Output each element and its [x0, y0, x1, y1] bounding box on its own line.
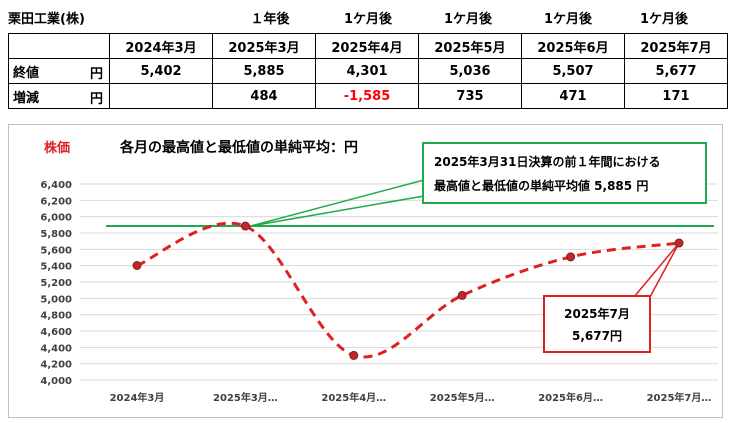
table-cell: 471 — [521, 83, 625, 109]
data-point — [349, 350, 359, 360]
y-axis-label: 株価 — [44, 140, 70, 156]
y-tick-label: 6,400 — [40, 180, 72, 191]
column-header: 2025年7月 — [624, 33, 728, 59]
x-tick-label: 2024年3月 — [110, 391, 165, 404]
annotation-line: 最高値と最低値の単純平均値 5,885 円 — [434, 179, 649, 193]
y-tick-label: 5,200 — [40, 278, 72, 289]
x-tick-label: 2025年4月… — [321, 391, 386, 404]
data-point — [566, 252, 576, 262]
x-tick-label: 2025年5月… — [430, 391, 495, 404]
y-tick-label: 6,000 — [40, 213, 72, 224]
table-cell: 5,402 — [109, 58, 213, 84]
row-label: 増減 — [13, 90, 40, 106]
data-point — [132, 261, 142, 271]
period-label: １年後 — [250, 12, 290, 27]
series-line — [136, 221, 680, 359]
y-tick-label: 4,400 — [40, 343, 72, 354]
period-label: 1ケ月後 — [639, 12, 689, 27]
chart-frame — [8, 124, 723, 418]
row-header-change: 増減 円 — [8, 83, 110, 109]
y-tick-label: 6,200 — [40, 196, 72, 207]
table-cell: 735 — [418, 83, 522, 109]
annotation-line: 2025年3月31日決算の前１年間における — [434, 155, 661, 169]
row-unit: 円 — [89, 92, 103, 107]
price-summary-table: 2024年3月 2025年3月 2025年4月 2025年5月 2025年6月 … — [8, 33, 728, 109]
annotation-latest-box: 2025年7月 5,677円 — [543, 295, 651, 353]
data-point — [674, 238, 684, 248]
row-header-close: 終値 円 — [8, 58, 110, 84]
chart-title: 各月の最高値と最低値の単純平均：円 — [119, 139, 358, 156]
y-tick-label: 4,000 — [40, 376, 72, 387]
table-row: 増減 円 484 -1,585 735 471 171 — [8, 83, 728, 109]
y-tick-label: 5,000 — [40, 294, 72, 305]
table-cell: 484 — [212, 83, 316, 109]
table-cell-negative: -1,585 — [315, 83, 419, 109]
table-corner-cell — [8, 33, 110, 59]
column-header: 2025年5月 — [418, 33, 522, 59]
data-point — [457, 290, 467, 300]
table-cell: 171 — [624, 83, 728, 109]
callout-pointer — [633, 242, 680, 298]
period-label: 1ケ月後 — [443, 12, 493, 27]
period-label: 1ケ月後 — [543, 12, 593, 27]
annotation-average-box: 2025年3月31日決算の前１年間における 最高値と最低値の単純平均値 5,88… — [422, 142, 707, 204]
annotation-line: 2025年7月 — [564, 307, 630, 321]
callout-pointer — [250, 179, 425, 227]
y-tick-label: 4,200 — [40, 360, 72, 371]
column-header: 2024年3月 — [109, 33, 213, 59]
y-tick-label: 5,600 — [40, 245, 72, 256]
row-label: 終値 — [13, 65, 40, 81]
period-label: 1ケ月後 — [343, 12, 393, 27]
column-header: 2025年4月 — [315, 33, 419, 59]
x-tick-label: 2025年6月… — [538, 391, 603, 404]
company-name: 栗田工業(株) — [8, 12, 85, 27]
callout-pointer — [250, 195, 425, 227]
table-row: 終値円 5,402 5,885 4,301 5,036 5,507 5,677 — [8, 58, 728, 84]
data-point — [240, 221, 250, 231]
x-tick-label: 2025年7月… — [647, 391, 712, 404]
row-unit: 円 — [89, 67, 103, 82]
y-tick-label: 5,800 — [40, 229, 72, 240]
x-tick-label: 2025年3月… — [213, 391, 278, 404]
column-header: 2025年3月 — [212, 33, 316, 59]
table-cell: 4,301 — [315, 58, 419, 84]
y-tick-label: 4,800 — [40, 311, 72, 322]
table-cell — [109, 83, 213, 109]
annotation-line: 5,677円 — [572, 329, 622, 343]
y-tick-label: 5,400 — [40, 262, 72, 273]
y-tick-label: 4,600 — [40, 327, 72, 338]
callout-pointer — [649, 242, 680, 298]
table-header-row: 2024年3月 2025年3月 2025年4月 2025年5月 2025年6月 … — [8, 33, 728, 59]
